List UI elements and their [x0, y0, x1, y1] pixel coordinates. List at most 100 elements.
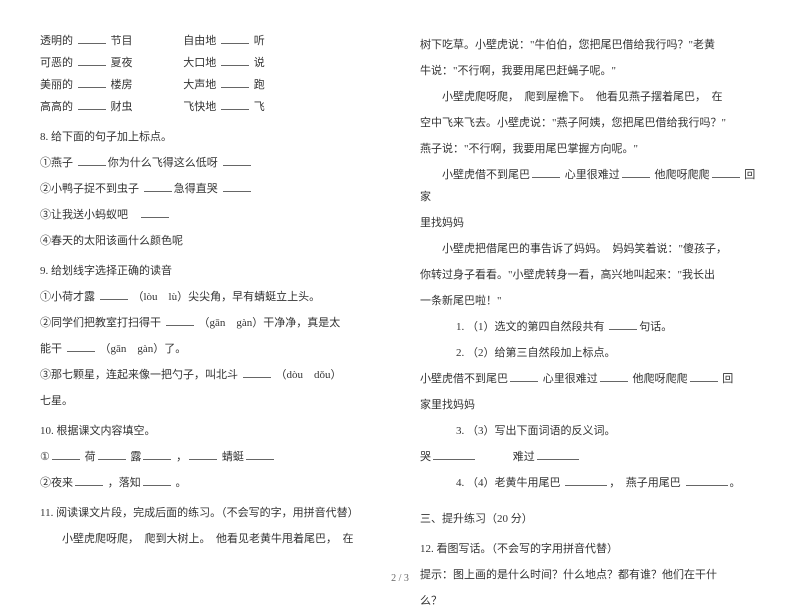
text: ，落知 — [108, 477, 141, 489]
q10-item: ① 荷 露 ， 蜻蜓 — [40, 446, 380, 468]
page-container: 透明的 节目 自由地 听 可恶的 夏夜 大口地 说 美丽的 楼房 大声地 跑 高… — [0, 0, 800, 560]
blank — [78, 54, 106, 66]
left-column: 透明的 节目 自由地 听 可恶的 夏夜 大口地 说 美丽的 楼房 大声地 跑 高… — [40, 30, 380, 540]
question-11: 11. 阅读课文片段，完成后面的练习。（不会写的字，用拼音代替） — [40, 502, 380, 524]
passage-line: 小壁虎爬呀爬， 爬到屋檐下。 他看见燕子摆着尾巴， 在 — [420, 86, 760, 108]
blank — [712, 166, 740, 178]
word-d: 跑 — [254, 79, 265, 91]
text: 急得直哭 — [174, 183, 218, 195]
blank — [75, 474, 103, 486]
word-a: 美丽的 — [40, 79, 73, 91]
text: ①小荷才露 — [40, 291, 95, 303]
text: 露 — [130, 451, 141, 463]
text: （gān gàn）了。 — [100, 343, 187, 355]
text: 难过 — [513, 451, 535, 463]
blank — [221, 32, 249, 44]
passage-line: 里找妈妈 — [420, 212, 760, 234]
text: ②同学们把教室打扫得干 — [40, 317, 161, 329]
blank — [243, 366, 271, 378]
q9-item: 能干 （gān gàn）了。 — [40, 338, 380, 360]
sub-question: 4. （4）老黄牛用尾巴 ， 燕子用尾巴 。 — [420, 472, 760, 494]
blank — [221, 54, 249, 66]
sub-question: 1. （1）选文的第四自然段共有 句话。 — [420, 316, 760, 338]
blank — [565, 474, 607, 486]
blank — [221, 98, 249, 110]
blank — [686, 474, 728, 486]
text: ①燕子 — [40, 157, 73, 169]
word-c: 大声地 — [183, 79, 216, 91]
word-d: 飞 — [254, 101, 265, 113]
passage-blank-line: 小壁虎借不到尾巴 心里很难过 他爬呀爬爬 回家 — [420, 164, 760, 208]
antonym-line: 哭 难过 — [420, 446, 760, 468]
blank — [78, 76, 106, 88]
blank — [52, 448, 80, 460]
text: 。 — [176, 477, 187, 489]
word-a: 透明的 — [40, 35, 73, 47]
text: ②小鸭子捉不到虫子 — [40, 183, 139, 195]
text: ④春天的太阳该画什么颜色呢 — [40, 235, 183, 247]
blank — [246, 448, 274, 460]
text: 小壁虎借不到尾巴 — [420, 373, 508, 385]
right-column: 树下吃草。小壁虎说："牛伯伯，您把尾巴借给我行吗？"老黄 牛说："不行啊，我要用… — [420, 30, 760, 540]
text: 小壁虎借不到尾巴 — [442, 169, 530, 181]
word-d: 听 — [254, 35, 265, 47]
match-row: 高高的 财虫 飞快地 飞 — [40, 96, 380, 118]
blank — [537, 448, 579, 460]
blank — [609, 318, 637, 330]
blank — [78, 32, 106, 44]
blank — [223, 180, 251, 192]
sub2-line2: 家里找妈妈 — [420, 394, 760, 416]
text: 你为什么飞得这么低呀 — [108, 157, 218, 169]
match-row: 透明的 节目 自由地 听 — [40, 30, 380, 52]
passage-line: 小壁虎把借尾巴的事告诉了妈妈。 妈妈笑着说："傻孩子， — [420, 238, 760, 260]
blank — [144, 180, 172, 192]
blank — [78, 98, 106, 110]
text: ③让我送小蚂蚁吧 — [40, 209, 128, 221]
text: 心里很难过 — [565, 169, 620, 181]
blank — [141, 206, 169, 218]
word-c: 飞快地 — [183, 101, 216, 113]
blank — [690, 370, 718, 382]
text: 心里很难过 — [543, 373, 598, 385]
sub-question: 2. （2）给第三自然段加上标点。 — [420, 342, 760, 364]
blank — [600, 370, 628, 382]
text: 。 — [730, 477, 741, 489]
word-b: 节目 — [111, 35, 133, 47]
blank — [433, 448, 475, 460]
text: 哭 — [420, 451, 431, 463]
section-3-title: 三、提升练习（20 分） — [420, 508, 760, 530]
blank — [510, 370, 538, 382]
text: 1. （1）选文的第四自然段共有 — [456, 321, 605, 333]
text: 句话。 — [639, 321, 672, 333]
question-8: 8. 给下面的句子加上标点。 — [40, 126, 380, 148]
sub-question: 3. （3）写出下面词语的反义词。 — [420, 420, 760, 442]
blank — [143, 448, 171, 460]
q9-item: 七星。 — [40, 390, 380, 412]
passage-line: 空中飞来飞去。小壁虎说："燕子阿姨，您把尾巴借给我行吗？" — [420, 112, 760, 134]
text: ②夜来 — [40, 477, 73, 489]
text: （lòu lù）尖尖角，早有蜻蜓立上头。 — [133, 291, 321, 303]
passage-line: 树下吃草。小壁虎说："牛伯伯，您把尾巴借给我行吗？"老黄 — [420, 34, 760, 56]
match-row: 可恶的 夏夜 大口地 说 — [40, 52, 380, 74]
text: 他爬呀爬爬 — [633, 373, 688, 385]
q9-item: ②同学们把教室打扫得干 （gān gàn）干净净，真是太 — [40, 312, 380, 334]
q9-item: ③那七颗星，连起来像一把勺子，叫北斗 （dòu dǒu） — [40, 364, 380, 386]
text: ， — [176, 451, 187, 463]
blank — [166, 314, 194, 326]
blank — [98, 448, 126, 460]
blank — [100, 288, 128, 300]
word-a: 高高的 — [40, 101, 73, 113]
page-number: 2 / 3 — [0, 573, 800, 584]
blank — [622, 166, 650, 178]
text: ， 燕子用尾巴 — [609, 477, 681, 489]
blank — [67, 340, 95, 352]
word-b: 财虫 — [111, 101, 133, 113]
word-c: 大口地 — [183, 57, 216, 69]
q8-item: ③让我送小蚂蚁吧 — [40, 204, 380, 226]
blank — [532, 166, 560, 178]
word-d: 说 — [254, 57, 265, 69]
text: 蜻蜓 — [222, 451, 244, 463]
text: 荷 — [85, 451, 96, 463]
blank — [143, 474, 171, 486]
q10-item: ②夜来 ，落知 。 — [40, 472, 380, 494]
